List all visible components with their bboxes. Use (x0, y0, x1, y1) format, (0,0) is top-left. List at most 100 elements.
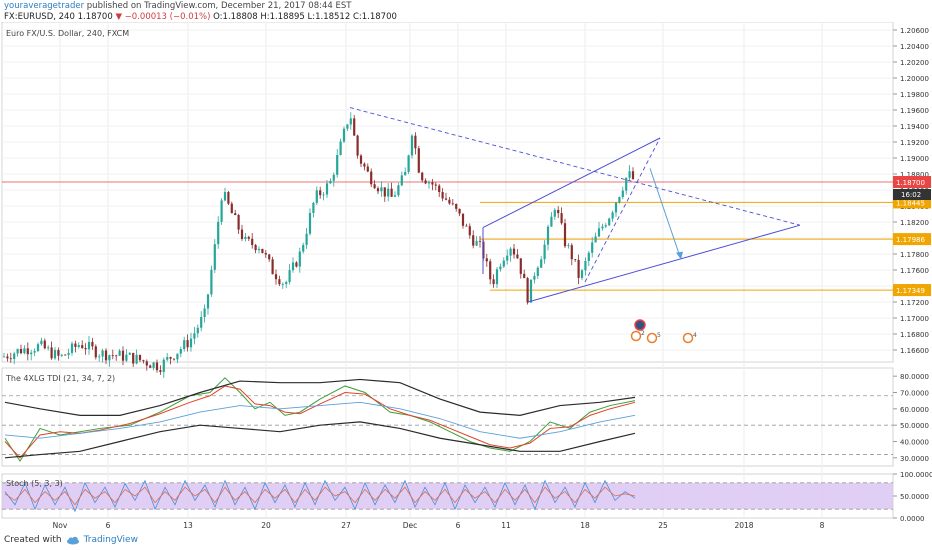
candle-body (346, 124, 349, 129)
candle-body (87, 341, 91, 350)
candle-body (448, 199, 451, 204)
candle-body (9, 358, 12, 360)
candle-body (217, 221, 220, 245)
publish-text: published on TradingView.com, December 2… (86, 1, 352, 11)
y-tick-label: 1.17800 (900, 251, 929, 259)
candle-body (155, 362, 159, 371)
price-change: ▼ −0.00013 (−0.01%) (115, 12, 211, 22)
candle-body (591, 242, 594, 253)
candle-body (36, 344, 40, 352)
candle-body (577, 259, 580, 278)
event-count: 4 (693, 332, 697, 339)
candle-body (543, 244, 546, 260)
flag-icon (682, 332, 694, 344)
candle-body (118, 350, 121, 356)
candle-body (254, 244, 257, 251)
x-tick-label: 6 (106, 521, 111, 530)
candle-body (332, 174, 335, 181)
y-tick-label: 40.0000 (900, 439, 929, 447)
candle-body (397, 185, 400, 196)
y-tick-label: 1.20000 (900, 75, 929, 83)
candle-body (125, 354, 128, 361)
tdi-upper-line (4, 378, 636, 416)
candle-body (84, 348, 87, 350)
y-tick-label: 1.18800 (900, 171, 929, 179)
candle-body (142, 360, 145, 362)
candle-body (614, 202, 618, 213)
candle-body (608, 218, 611, 226)
candle-body (387, 188, 390, 197)
candle-body (247, 236, 250, 239)
candle-body (546, 226, 550, 245)
y-tick-label: 30.0000 (900, 455, 929, 463)
level-tag-text: 1.17349 (896, 287, 925, 295)
tdi-base-line (4, 401, 636, 439)
cloud-icon (66, 536, 79, 544)
chart-canvas[interactable]: Nov 6 13 20 27 Dec 6 11 18 25 2018 81.206001.204001… (0, 22, 932, 530)
candle-body (376, 188, 380, 192)
author-link[interactable]: youraveragetrader (4, 1, 85, 11)
candle-body (601, 226, 604, 229)
candle-body (509, 248, 512, 256)
candle-body (240, 229, 244, 239)
candle-body (349, 118, 352, 125)
candle-body (492, 279, 495, 285)
stoch-d-line (4, 486, 636, 506)
flag-icon (630, 330, 642, 342)
candle-body (183, 340, 186, 350)
candle-body (342, 128, 346, 142)
candle-body (19, 348, 23, 354)
ohlc-line: FX:EURUSD, 240 1.18700 ▼ −0.00013 (−0.01… (4, 12, 397, 22)
candle-body (580, 270, 584, 278)
candle-body (597, 228, 601, 237)
event-count: 2 (641, 330, 645, 337)
candle-body (424, 180, 427, 184)
y-tick-label: 1.16600 (900, 347, 929, 355)
candle-body (70, 343, 74, 353)
y-tick-label: 1.19600 (900, 107, 929, 115)
candle-body (57, 350, 60, 356)
candle-body (271, 259, 274, 275)
y-tick-label: 1.20400 (900, 43, 929, 51)
x-tick-label: 20 (261, 521, 271, 530)
tdi-signal-line (4, 385, 636, 459)
candle-body (108, 355, 111, 361)
candle-body (121, 350, 125, 361)
candle-body (210, 269, 213, 295)
candle-body (13, 353, 16, 360)
candle-body (414, 135, 417, 149)
candle-body (278, 279, 281, 285)
y-tick-label: 1.20600 (900, 27, 929, 35)
candle-body (196, 327, 199, 334)
tdi-lower-line (4, 421, 636, 459)
candle-body (563, 223, 567, 247)
candle-body (407, 155, 410, 172)
level-tag (893, 233, 931, 246)
candle-body (468, 226, 471, 236)
candle-body (502, 260, 505, 267)
candle-body (363, 163, 366, 167)
candle-body (128, 352, 131, 355)
candle-body (149, 365, 152, 368)
candle-body (94, 346, 97, 358)
y-tick-label: 50.0000 (900, 422, 929, 430)
candle-body (206, 294, 210, 309)
candle-body (512, 248, 516, 255)
countdown-text: 16:02 (901, 191, 921, 199)
candle-body (625, 177, 628, 191)
candle-body (359, 155, 363, 164)
candle-body (16, 348, 19, 354)
tdi-fast-line (4, 377, 636, 463)
x-tick-label: Dec (403, 521, 418, 530)
candle-body (451, 203, 454, 205)
candle-body (370, 171, 373, 185)
stoch-band (2, 482, 893, 510)
candle-body (138, 354, 142, 361)
candle-body (540, 259, 543, 268)
candle-body (302, 244, 305, 252)
candle-body (373, 184, 376, 189)
tradingview-brand[interactable]: TradingView (83, 535, 138, 545)
y-tick-label: 100.0000 (900, 471, 932, 479)
candle-body (244, 236, 247, 239)
y-tick-label: 1.17200 (900, 299, 929, 307)
